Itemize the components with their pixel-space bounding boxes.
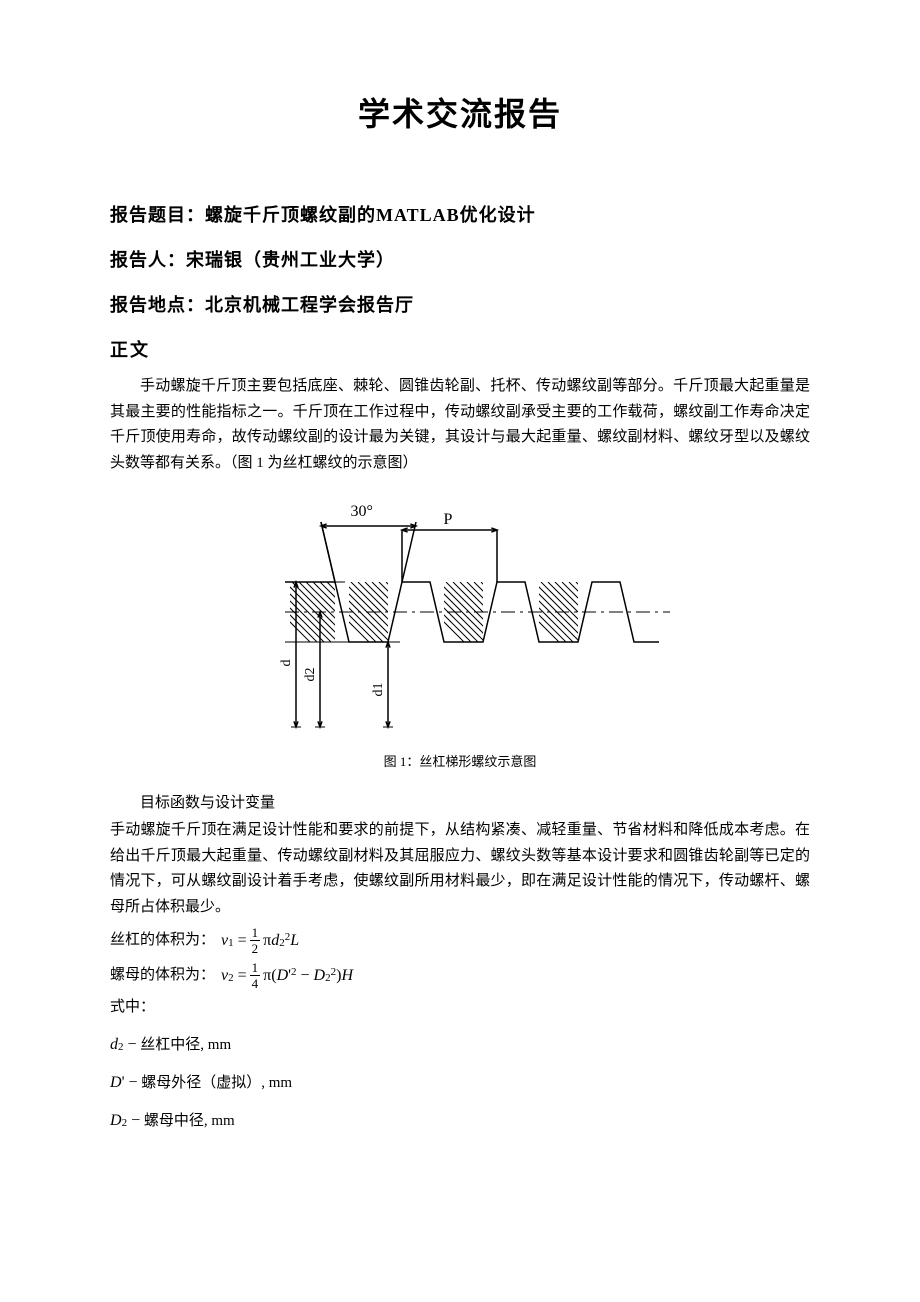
figure-1-caption: 图 1：丝杠梯形螺纹示意图	[110, 752, 810, 772]
formula-v2-label: 螺母的体积为：	[110, 964, 215, 987]
subheading-obj: 目标函数与设计变量	[110, 792, 810, 815]
figure-1: 30° Pd d2 d1 图 1：丝杠梯形螺纹示意图	[110, 492, 810, 772]
meta-venue: 报告地点：北京机械工程学会报告厅	[110, 292, 810, 319]
formula-v2-math: v2 = 14 π(D'2 − D22)H	[221, 961, 353, 990]
def-Dprime: D' − 螺母外径（虚拟）, mm	[110, 1071, 810, 1095]
def-d2: d2 − 丝杠中径, mm	[110, 1033, 810, 1057]
thread-diagram-svg: 30° Pd d2 d1	[250, 492, 670, 732]
svg-text:P: P	[444, 511, 453, 528]
meta-speaker: 报告人：宋瑞银（贵州工业大学）	[110, 247, 810, 274]
svg-text:30°: 30°	[351, 503, 373, 520]
svg-text:d: d	[279, 660, 294, 667]
formula-where: 式中：	[110, 996, 810, 1019]
def-d2-text: 丝杠中径, mm	[140, 1037, 231, 1053]
meta-speaker-label: 报告人：	[110, 250, 186, 270]
meta-venue-value: 北京机械工程学会报告厅	[205, 295, 414, 315]
formula-where-label: 式中：	[110, 996, 155, 1019]
svg-text:d1: d1	[371, 683, 386, 697]
svg-text:d2: d2	[303, 668, 318, 682]
paragraph-intro: 手动螺旋千斤顶主要包括底座、棘轮、圆锥齿轮副、托杯、传动螺纹副等部分。千斤顶最大…	[110, 374, 810, 476]
formula-v2: 螺母的体积为： v2 = 14 π(D'2 − D22)H	[110, 961, 810, 990]
meta-venue-label: 报告地点：	[110, 295, 205, 315]
def-Dprime-text: 螺母外径（虚拟）, mm	[141, 1075, 292, 1091]
meta-topic-label: 报告题目：	[110, 205, 205, 225]
report-title: 学术交流报告	[110, 90, 810, 138]
paragraph-obj: 手动螺旋千斤顶在满足设计性能和要求的前提下，从结构紧凑、减轻重量、节省材料和降低…	[110, 818, 810, 920]
formula-v1-math: v1 = 12 πd22L	[221, 926, 299, 955]
def-D2: D2 − 螺母中径, mm	[110, 1109, 810, 1133]
def-D2-text: 螺母中径, mm	[144, 1113, 235, 1129]
meta-topic: 报告题目：螺旋千斤顶螺纹副的MATLAB优化设计	[110, 202, 810, 229]
body-header: 正文	[110, 337, 810, 364]
meta-topic-value: 螺旋千斤顶螺纹副的MATLAB优化设计	[205, 205, 536, 225]
formula-v1-label: 丝杠的体积为：	[110, 929, 215, 952]
meta-speaker-value: 宋瑞银（贵州工业大学）	[186, 250, 395, 270]
formula-v1: 丝杠的体积为： v1 = 12 πd22L	[110, 926, 810, 955]
